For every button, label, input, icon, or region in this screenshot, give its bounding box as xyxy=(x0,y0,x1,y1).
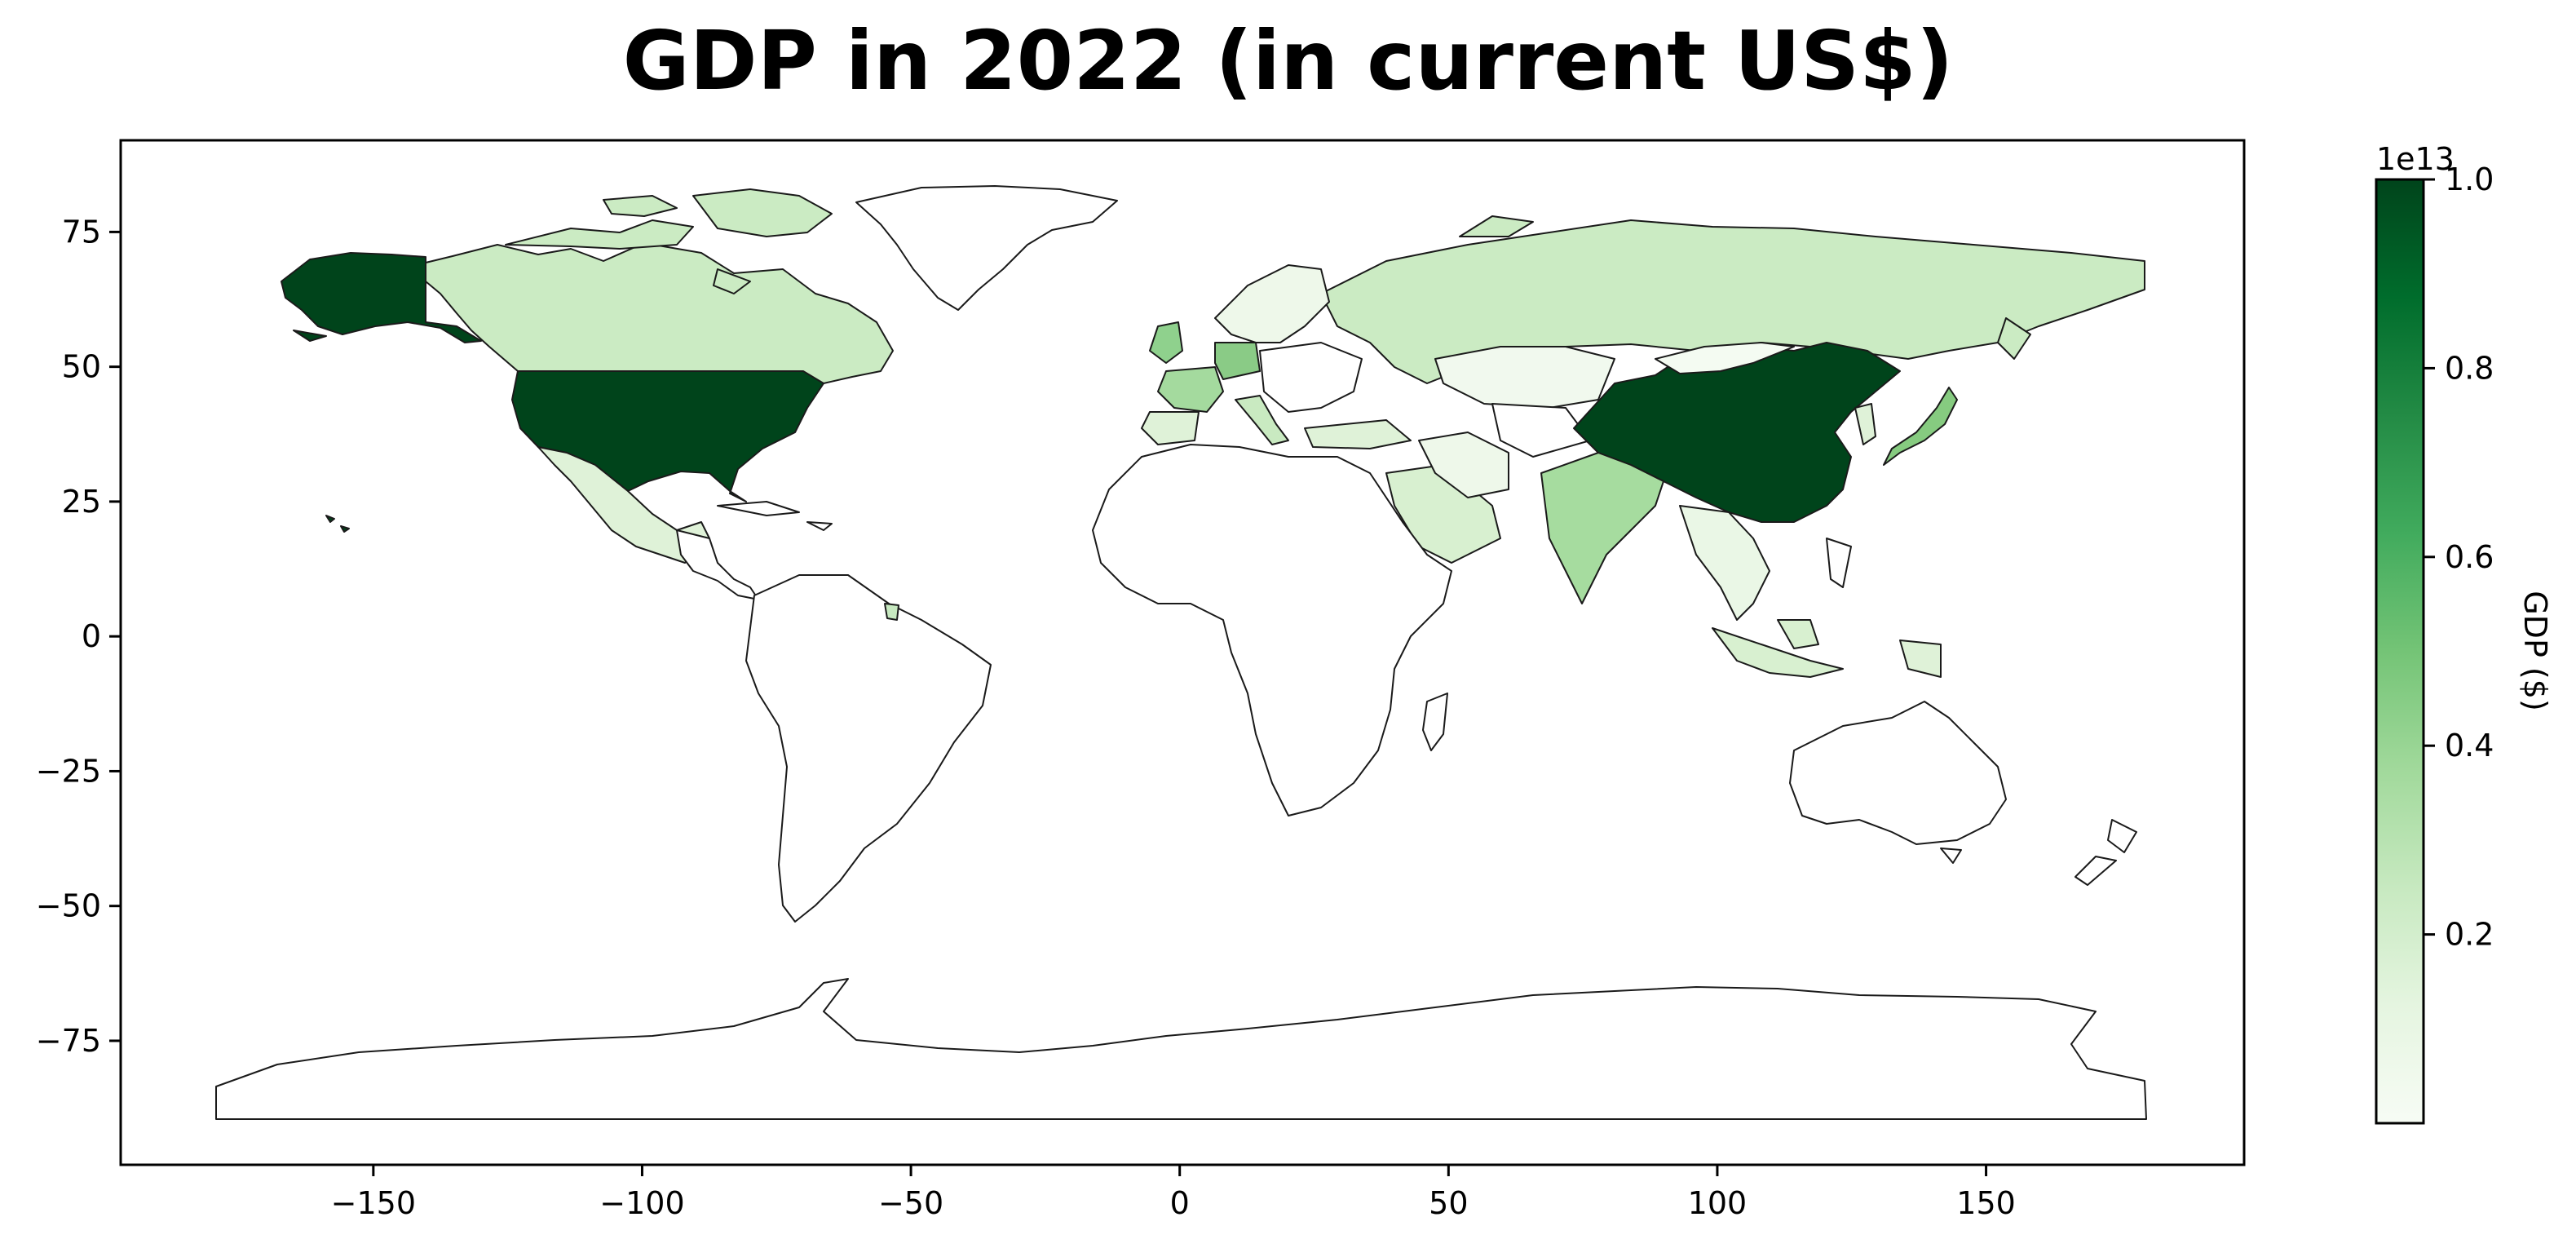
region-greenland xyxy=(855,185,1118,311)
colorbar-label: GDP ($) xyxy=(2517,591,2553,711)
y-tick-label: 25 xyxy=(62,484,101,520)
y-axis: 75 50 25 0 −25 −50 −75 xyxy=(36,214,121,1059)
x-tick-label: −150 xyxy=(331,1185,416,1221)
x-axis: −150 −100 −50 0 50 100 150 xyxy=(331,1165,2016,1221)
y-tick-label: −50 xyxy=(36,888,101,924)
colorbar-tick-label: 1.0 xyxy=(2445,162,2494,197)
colorbar-tick-label: 0.6 xyxy=(2445,539,2494,575)
chart-title: GDP in 2022 (in current US$) xyxy=(622,13,1954,108)
x-tick-label: 50 xyxy=(1429,1185,1468,1221)
x-tick-label: −50 xyxy=(878,1185,943,1221)
region-south-america xyxy=(745,574,992,923)
region-alaska xyxy=(281,252,482,343)
y-tick-label: 50 xyxy=(62,349,101,385)
y-tick-label: 75 xyxy=(62,214,101,250)
colorbar-tick-label: 0.8 xyxy=(2445,350,2494,386)
y-tick-label: −25 xyxy=(36,753,101,789)
colorbar-multiplier: 1e13 xyxy=(2376,141,2454,177)
region-italy xyxy=(1235,395,1289,445)
region-africa xyxy=(1092,444,1452,817)
x-tick-label: 0 xyxy=(1170,1185,1190,1221)
region-france xyxy=(1157,366,1224,413)
y-tick-label: −75 xyxy=(36,1023,101,1059)
region-germany xyxy=(1214,342,1261,380)
region-kazakhstan xyxy=(1434,346,1615,409)
region-south-korea xyxy=(1854,403,1876,445)
region-india xyxy=(1540,452,1664,604)
colorbar xyxy=(2375,178,2425,1125)
y-tick-label: 0 xyxy=(82,618,101,654)
region-usa xyxy=(511,370,824,502)
region-iran xyxy=(1418,431,1509,498)
region-canada xyxy=(425,242,894,384)
region-japan xyxy=(1883,387,1958,466)
region-uk xyxy=(1149,321,1183,364)
x-tick-label: 150 xyxy=(1956,1185,2016,1221)
region-australia xyxy=(1789,701,2007,845)
x-tick-label: 100 xyxy=(1688,1185,1748,1221)
x-tick-label: −100 xyxy=(599,1185,684,1221)
region-spain xyxy=(1141,411,1200,445)
region-turkey xyxy=(1304,419,1412,449)
region-antarctica xyxy=(215,978,2147,1120)
colorbar-tick-label: 0.2 xyxy=(2445,917,2494,953)
map-axes-frame xyxy=(119,139,2246,1166)
region-indonesia xyxy=(1712,627,1844,678)
colorbar-tick-label: 0.4 xyxy=(2445,728,2494,763)
map-land xyxy=(215,185,2147,1120)
colorbar-ticks: 0.2 0.4 0.6 0.8 1.0 xyxy=(2424,162,2494,953)
